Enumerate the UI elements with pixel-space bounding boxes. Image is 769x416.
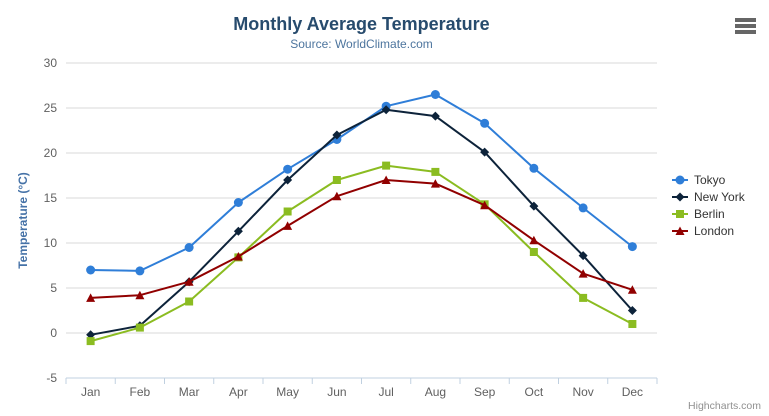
legend-marker-shape bbox=[675, 175, 685, 184]
x-axis-tick-label: Oct bbox=[525, 385, 544, 399]
data-point-marker-new-york[interactable] bbox=[86, 330, 96, 340]
data-point-marker-tokyo[interactable] bbox=[480, 118, 490, 128]
legend-marker-shape bbox=[675, 226, 685, 235]
hamburger-icon bbox=[735, 30, 756, 34]
y-axis-tick-label: 0 bbox=[50, 326, 57, 340]
data-point-marker-london[interactable] bbox=[233, 252, 243, 261]
data-point-marker-london[interactable] bbox=[86, 293, 96, 302]
data-point-marker-london[interactable] bbox=[578, 269, 588, 278]
x-axis-tick-label: Jan bbox=[81, 385, 100, 399]
y-axis-tick-label: -5 bbox=[46, 371, 57, 385]
legend-marker-icon-square bbox=[672, 209, 688, 218]
data-point-marker-london[interactable] bbox=[430, 179, 440, 188]
data-point-marker-berlin[interactable] bbox=[382, 161, 391, 170]
data-point-marker-london[interactable] bbox=[627, 285, 637, 294]
series-london bbox=[86, 175, 637, 302]
legend: Tokyo New York Berlin London bbox=[671, 171, 745, 239]
legend-item-berlin[interactable]: Berlin bbox=[671, 205, 745, 222]
data-point-marker-london[interactable] bbox=[332, 191, 342, 201]
legend-item-tokyo[interactable]: Tokyo bbox=[671, 171, 745, 188]
series-line-london bbox=[89, 179, 634, 299]
data-point-marker-tokyo[interactable] bbox=[529, 163, 539, 173]
chart-title: Monthly Average Temperature bbox=[233, 14, 490, 34]
legend-label: New York bbox=[694, 189, 745, 204]
data-point-marker-tokyo[interactable] bbox=[283, 164, 293, 174]
data-point-marker-berlin[interactable] bbox=[628, 320, 637, 328]
data-point-marker-new-york[interactable] bbox=[381, 105, 391, 115]
legend-item-new-york[interactable]: New York bbox=[671, 188, 745, 205]
data-point-marker-tokyo[interactable] bbox=[135, 266, 145, 276]
series-line-berlin bbox=[89, 164, 634, 343]
legend-label: London bbox=[694, 223, 735, 238]
data-point-marker-new-york[interactable] bbox=[578, 251, 588, 261]
legend-label: Tokyo bbox=[694, 172, 726, 187]
legend-marker-icon-triangle bbox=[672, 226, 688, 235]
legend-item-london[interactable]: London bbox=[671, 222, 745, 239]
chart-subtitle: Source: WorldClimate.com bbox=[290, 37, 433, 51]
data-point-marker-london[interactable] bbox=[529, 235, 539, 245]
y-axis-tick-label: 30 bbox=[44, 56, 58, 70]
x-axis-tick-label: Aug bbox=[425, 385, 446, 399]
x-axis-tick-label: Mar bbox=[179, 385, 200, 399]
data-point-marker-tokyo[interactable] bbox=[627, 242, 637, 252]
data-point-marker-berlin[interactable] bbox=[135, 323, 144, 332]
y-axis-tick-label: 5 bbox=[50, 281, 57, 295]
data-point-marker-berlin[interactable] bbox=[579, 293, 588, 302]
x-axis-tick-label: Nov bbox=[572, 385, 593, 399]
x-axis-tick-label: Jun bbox=[327, 385, 346, 399]
data-point-marker-tokyo[interactable] bbox=[578, 203, 588, 213]
data-point-marker-berlin[interactable] bbox=[529, 248, 538, 256]
x-axis-tick-label: Sep bbox=[474, 385, 496, 399]
y-axis-tick-label: 15 bbox=[44, 191, 58, 205]
data-point-marker-london[interactable] bbox=[135, 290, 145, 300]
legend-marker-shape bbox=[675, 192, 685, 201]
data-point-marker-new-york[interactable] bbox=[233, 226, 243, 236]
x-axis-tick-label: Feb bbox=[130, 385, 151, 399]
data-point-marker-tokyo[interactable] bbox=[86, 265, 96, 275]
data-point-marker-new-york[interactable] bbox=[627, 306, 637, 315]
data-point-marker-new-york[interactable] bbox=[332, 130, 342, 140]
series-new-york bbox=[86, 105, 637, 340]
data-point-marker-tokyo[interactable] bbox=[430, 90, 440, 99]
y-axis-title: Temperature (°C) bbox=[16, 172, 30, 269]
legend-marker-icon-circle bbox=[672, 175, 688, 184]
data-point-marker-london[interactable] bbox=[283, 221, 293, 230]
export-menu-button[interactable] bbox=[735, 18, 756, 34]
data-point-marker-berlin[interactable] bbox=[332, 176, 341, 184]
data-point-marker-tokyo[interactable] bbox=[184, 243, 194, 252]
y-axis-tick-label: 25 bbox=[44, 101, 58, 115]
legend-label: Berlin bbox=[694, 206, 725, 221]
data-point-marker-london[interactable] bbox=[480, 200, 490, 210]
legend-marker-icon-diamond bbox=[672, 192, 688, 201]
data-point-marker-berlin[interactable] bbox=[283, 207, 292, 216]
data-point-marker-new-york[interactable] bbox=[283, 175, 293, 185]
x-axis-tick-label: May bbox=[276, 385, 299, 399]
credits-link[interactable]: Highcharts.com bbox=[688, 400, 761, 412]
data-point-marker-new-york[interactable] bbox=[529, 201, 539, 211]
legend-marker-shape bbox=[676, 209, 684, 218]
data-point-marker-new-york[interactable] bbox=[430, 111, 440, 121]
data-point-marker-tokyo[interactable] bbox=[233, 198, 243, 207]
x-axis-tick-label: Apr bbox=[229, 385, 248, 399]
data-point-marker-london[interactable] bbox=[184, 277, 194, 286]
data-point-marker-new-york[interactable] bbox=[480, 147, 490, 157]
hamburger-icon bbox=[735, 18, 756, 22]
data-point-marker-london[interactable] bbox=[381, 175, 391, 185]
y-axis-tick-label: 20 bbox=[44, 146, 58, 160]
y-axis-tick-label: 10 bbox=[44, 236, 58, 250]
series-tokyo bbox=[86, 90, 637, 276]
series-line-new-york bbox=[89, 108, 634, 336]
x-axis-tick-label: Dec bbox=[622, 385, 643, 399]
data-point-marker-berlin[interactable] bbox=[431, 167, 440, 176]
series-line-tokyo bbox=[89, 93, 634, 272]
hamburger-icon bbox=[735, 24, 756, 28]
x-axis-tick-label: Jul bbox=[378, 385, 393, 399]
data-point-marker-berlin[interactable] bbox=[86, 337, 95, 346]
data-point-marker-berlin[interactable] bbox=[185, 297, 194, 306]
